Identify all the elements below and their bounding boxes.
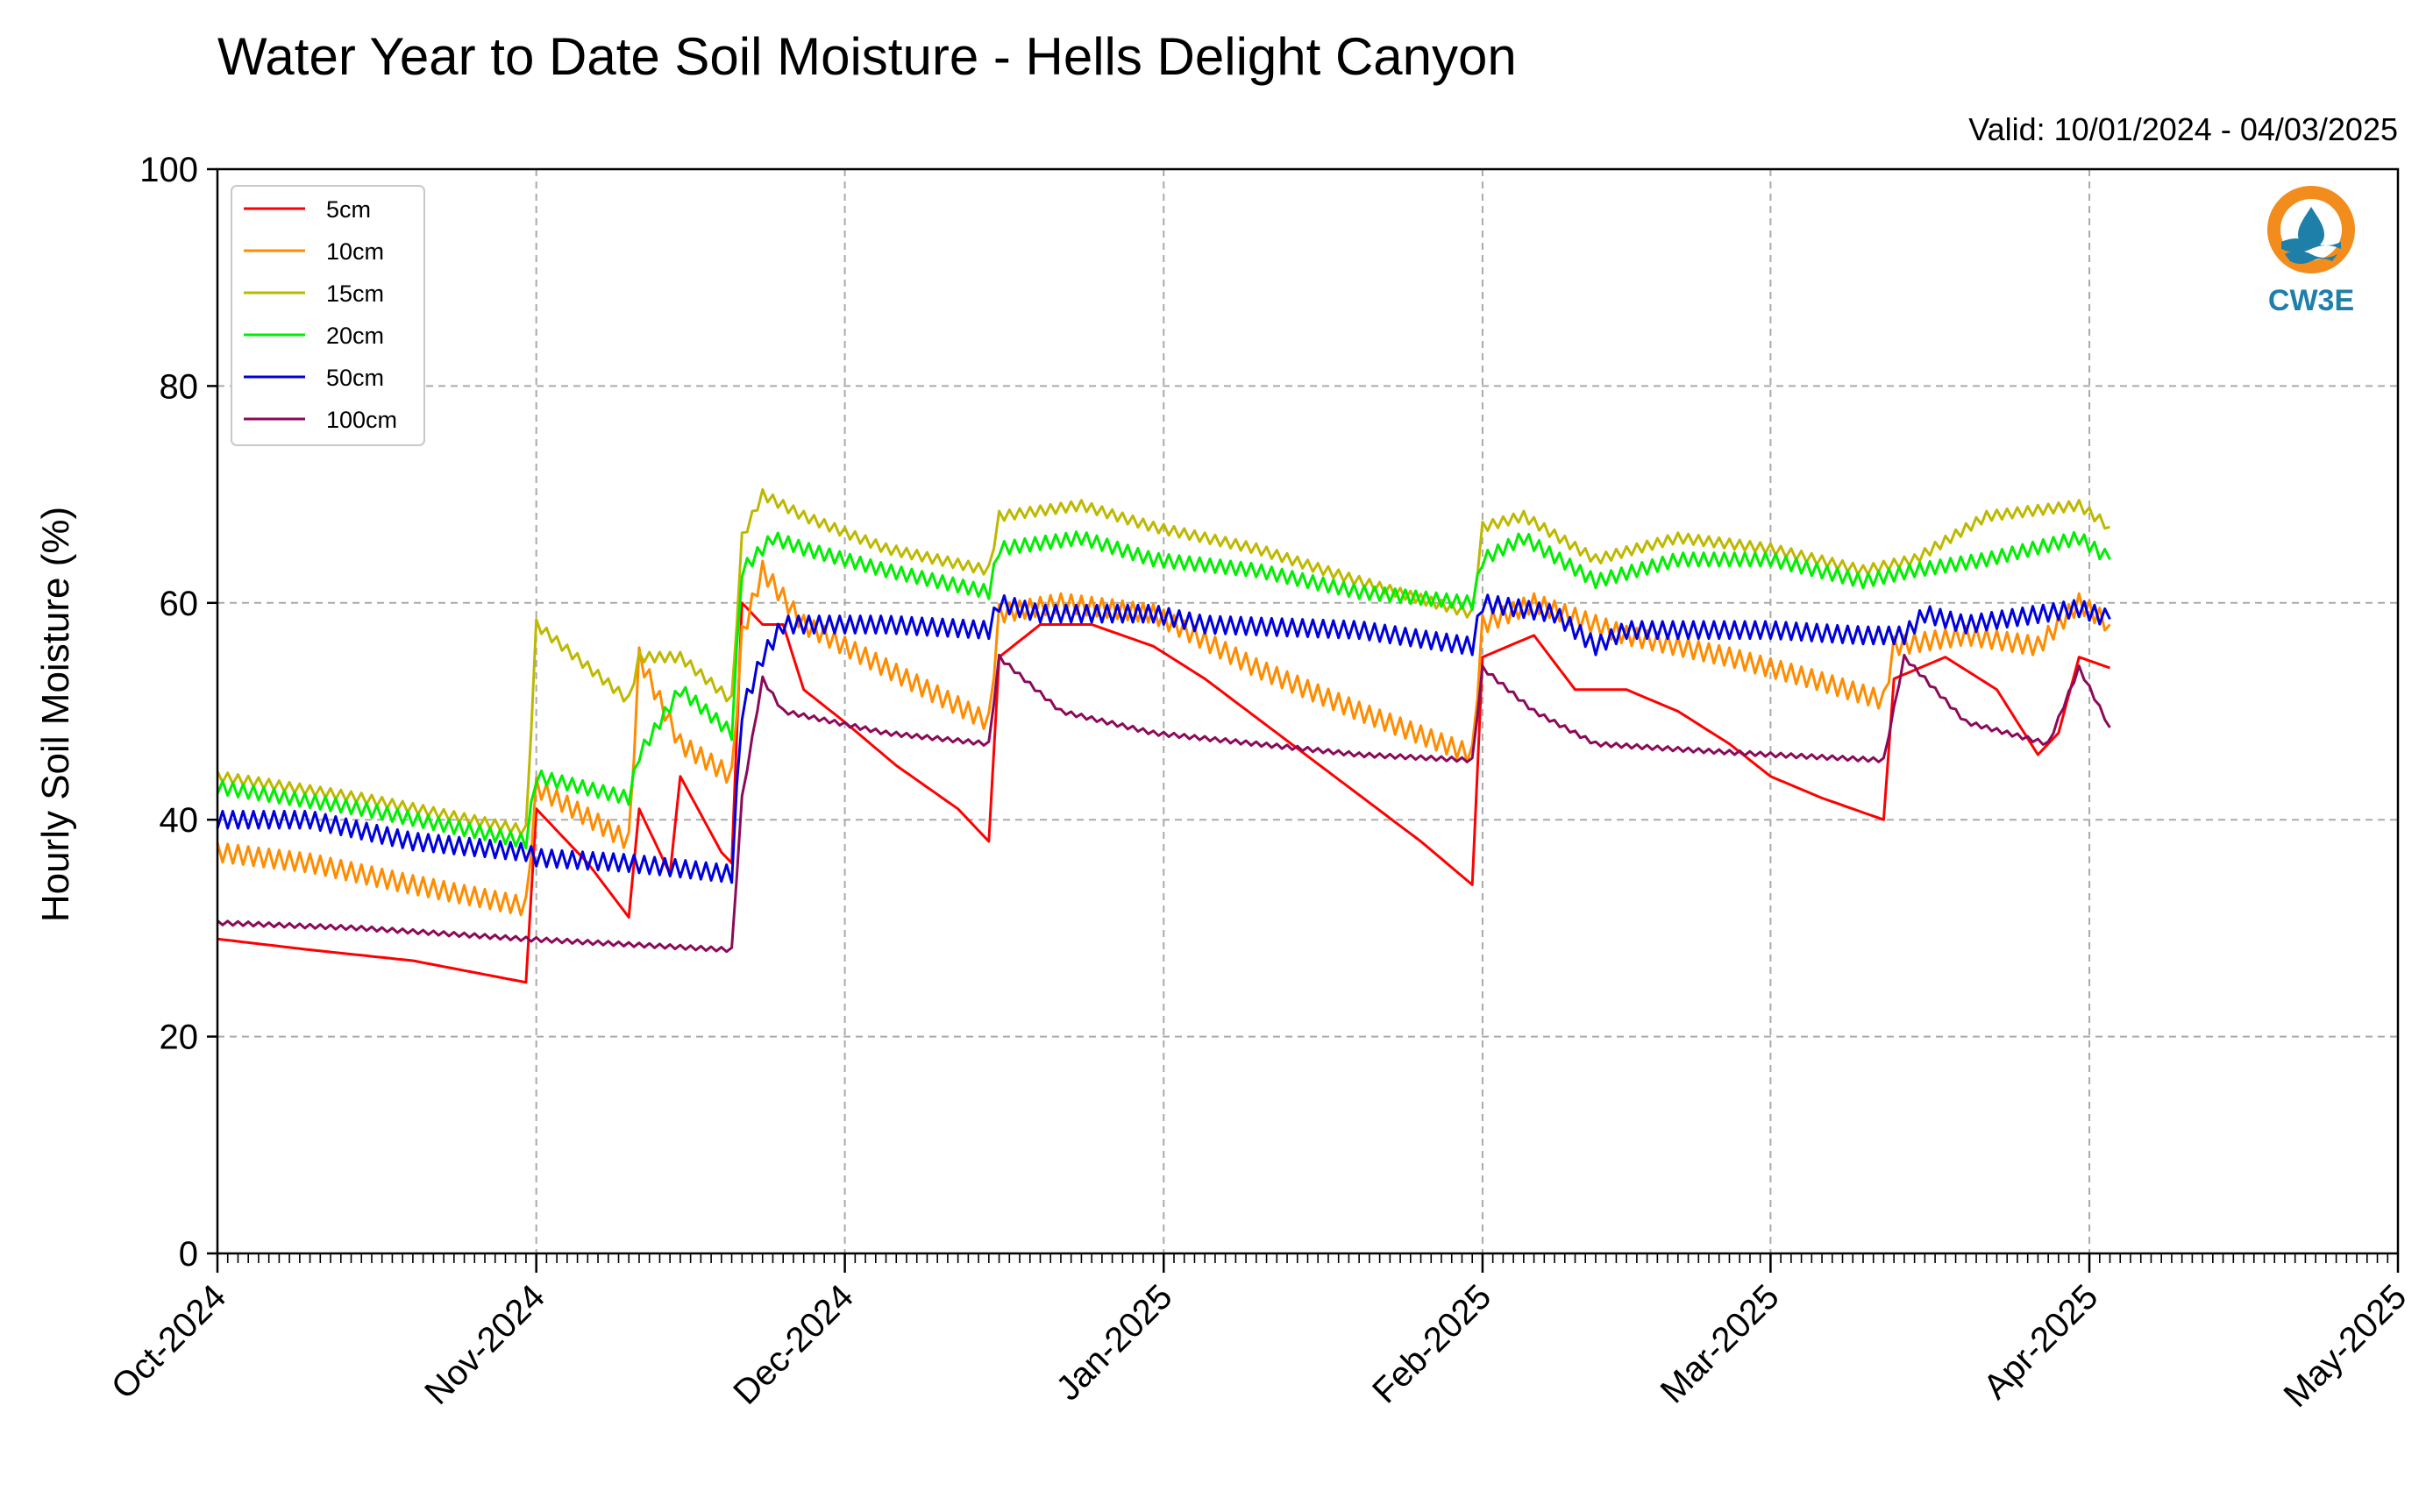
chart-subtitle: Valid: 10/01/2024 - 04/03/2025 [1968,111,2398,147]
y-tick-label: 20 [160,1019,199,1057]
y-tick-label: 100 [139,151,198,189]
x-tick-label: Apr-2025 [1976,1277,2105,1406]
drop-icon [2298,207,2324,248]
logo-wave-2 [2285,251,2337,264]
grid [217,168,2399,1254]
y-tick-label: 60 [160,585,199,623]
logo-wave-1 [2281,238,2341,252]
x-tick-label: May-2025 [2276,1277,2414,1415]
series-lines [216,487,2111,984]
legend-label-50cm: 50cm [326,365,384,391]
y-tick-label: 80 [160,367,199,406]
y-tick-label: 40 [160,801,199,840]
y-axis-ticks: 0 20 40 60 80 100 [139,151,217,1274]
x-tick-label: Nov-2024 [417,1277,552,1412]
series-line-100cm [217,653,2111,954]
series-line-15cm [216,487,2110,836]
cw3e-logo: CW3E [2267,186,2355,317]
series-line-5cm [217,601,2110,984]
chart-title: Water Year to Date Soil Moisture - Hells… [217,27,1517,86]
series-line-10cm [216,559,2111,917]
legend-label-5cm: 5cm [326,196,371,223]
legend-label-20cm: 20cm [326,323,384,349]
logo-text: CW3E [2268,284,2354,317]
legend: 5cm 10cm 15cm 20cm 50cm 100cm [231,185,425,446]
series-line-20cm [216,530,2111,850]
y-axis-label: Hourly Soil Moisture (%) [34,507,77,922]
x-tick-label: Feb-2025 [1365,1277,1498,1410]
x-tick-label: Oct-2024 [104,1277,233,1406]
legend-label-15cm: 15cm [326,280,384,307]
legend-label-100cm: 100cm [326,407,397,433]
y-tick-label: 0 [179,1235,198,1274]
x-axis-ticks: Oct-2024 Nov-2024 Dec-2024 Jan-2025 Feb-2025… [104,1253,2414,1415]
x-tick-label: Mar-2025 [1654,1277,1787,1410]
x-tick-label: Dec-2024 [726,1277,861,1412]
x-tick-label: Jan-2025 [1049,1277,1180,1408]
series-line-50cm [216,593,2111,884]
plot-frame [216,167,2400,1255]
legend-label-10cm: 10cm [326,238,384,265]
